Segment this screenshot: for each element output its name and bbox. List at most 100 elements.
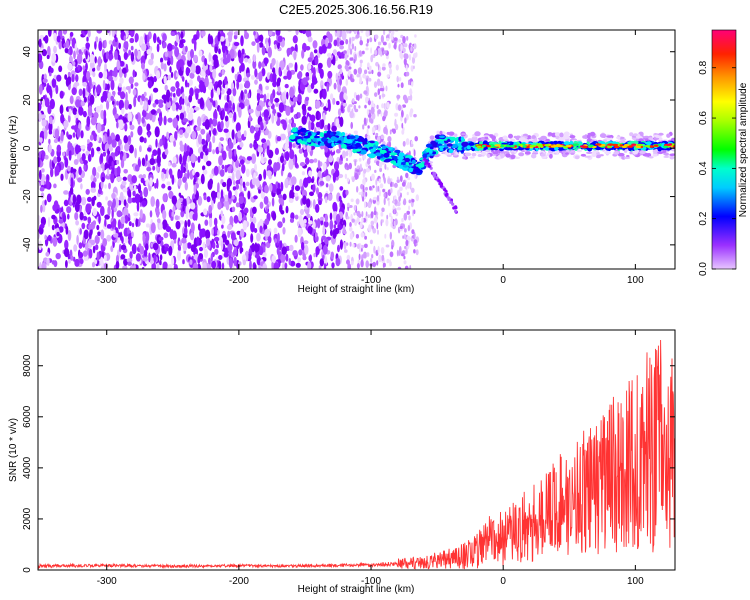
- spectrogram-cell: [200, 173, 205, 185]
- spectrogram-cell: [413, 43, 417, 50]
- spectrogram-cell: [232, 249, 238, 256]
- spectrogram-cell: [346, 177, 350, 182]
- spectrogram-cell: [291, 127, 297, 133]
- spectrogram-cell: [313, 252, 317, 258]
- spectrogram-cell: [235, 202, 240, 208]
- spectrogram-cell: [153, 254, 157, 263]
- spectrogram-cell: [169, 229, 175, 240]
- spectrogram-cell: [189, 259, 193, 265]
- spectrogram-cell: [170, 71, 174, 79]
- spectrogram-cell: [233, 31, 240, 36]
- spectrogram-cell: [396, 179, 400, 183]
- spectrogram-cell: [349, 37, 352, 45]
- spectrogram-cell: [231, 171, 235, 182]
- spectrogram-cell: [355, 34, 360, 39]
- spectrogram-cell: [164, 246, 169, 252]
- spectrogram-cell: [538, 138, 543, 142]
- spectrogram-cell: [477, 154, 483, 157]
- spectrogram-cell: [402, 140, 406, 147]
- spectrogram-cell: [195, 126, 201, 131]
- spectrogram-cell: [214, 46, 218, 54]
- spectrogram-cell: [231, 206, 236, 213]
- spectrogram-cell: [355, 234, 359, 239]
- spectrogram-cell: [339, 91, 345, 102]
- spectrogram-cell: [323, 124, 329, 131]
- spectrogram-cell: [325, 175, 331, 182]
- spectrogram-cell: [56, 35, 61, 43]
- spectrogram-cell: [629, 151, 633, 155]
- spectrogram-cell: [366, 78, 369, 86]
- spectrogram-cell: [358, 157, 362, 162]
- spectrogram-cell: [360, 183, 364, 190]
- spectrogram-cell: [143, 91, 147, 97]
- spectrogram-cell: [92, 166, 97, 177]
- spectrogram-cell: [171, 256, 175, 266]
- spectrogram-cell: [40, 173, 46, 182]
- spectrogram-cell: [190, 153, 196, 164]
- spectrogram-cell: [143, 137, 147, 144]
- spectrogram-cell: [312, 199, 316, 210]
- spectrogram-cell: [314, 232, 318, 238]
- spectrogram-cell: [466, 145, 471, 150]
- spectrogram-cell: [94, 56, 97, 64]
- spectrogram-cell: [337, 244, 340, 253]
- spectrogram-cell: [327, 193, 333, 201]
- spectrogram-cell: [158, 115, 163, 127]
- spectrogram-cell: [80, 145, 86, 150]
- spectrogram-cell: [89, 54, 95, 64]
- spectrogram-cell: [206, 160, 212, 167]
- spectrogram-cell: [206, 196, 211, 203]
- spectrogram-cell: [621, 156, 626, 160]
- spectrogram-cell: [40, 204, 43, 213]
- spectrogram-cell: [332, 49, 337, 56]
- spectrogram-cell: [228, 100, 232, 109]
- spectrogram-cell: [178, 240, 183, 247]
- spectrogram-cell: [322, 162, 327, 171]
- spectrogram-cell: [70, 255, 74, 261]
- spectrogram-cell: [217, 31, 221, 42]
- spectrogram-cell: [436, 130, 440, 135]
- spectrogram-cell: [305, 30, 311, 38]
- spectrogram-cell: [104, 254, 107, 262]
- spectrogram-cell: [549, 153, 553, 159]
- spectrogram-cell: [321, 119, 325, 128]
- spectrogram-cell: [396, 207, 401, 211]
- spectrogram-cell: [266, 145, 270, 156]
- spectrogram-cell: [184, 95, 188, 105]
- spectrogram-cell: [380, 211, 384, 217]
- spectrogram-cell: [123, 41, 129, 50]
- spectrogram-cell: [194, 42, 197, 52]
- spectrogram-cell: [389, 259, 391, 267]
- spectrogram-cell: [448, 148, 454, 154]
- spectrogram-cell: [275, 30, 281, 36]
- spectrogram-cell: [313, 135, 320, 139]
- spectrogram-cell: [586, 134, 591, 139]
- spectrogram-cell: [355, 198, 360, 205]
- spectrogram-cell: [300, 220, 305, 228]
- spectrogram-cell: [197, 195, 203, 206]
- spectrogram-cell: [330, 251, 335, 260]
- spectrogram-cell: [559, 132, 564, 138]
- spectrogram-cell: [121, 180, 127, 186]
- spectrogram-cell: [38, 112, 42, 122]
- spectrogram-cell: [621, 145, 627, 149]
- spectrogram-cell: [277, 112, 282, 118]
- spectrogram-cell: [554, 132, 561, 137]
- spectrogram-cell: [447, 196, 451, 200]
- spectrogram-cell: [172, 205, 176, 213]
- spectrogram-cell: [218, 155, 223, 166]
- spectrogram-cell: [633, 151, 637, 155]
- spectrogram-cell: [406, 191, 409, 196]
- spectrogram-cell: [356, 186, 359, 193]
- spectrogram-cell: [249, 260, 252, 269]
- spectrogram-cell: [83, 229, 89, 240]
- spectrogram-cell: [72, 107, 78, 115]
- spectrogram-cell: [145, 243, 149, 251]
- spectrogram-cell: [210, 190, 217, 199]
- spectrogram-cell: [301, 241, 305, 251]
- spectrogram-cell: [145, 154, 148, 163]
- spectrogram-cell: [49, 98, 55, 110]
- spectrogram-cell: [290, 212, 295, 221]
- spectrogram-cell: [190, 222, 195, 233]
- spectrogram-cell: [353, 104, 357, 110]
